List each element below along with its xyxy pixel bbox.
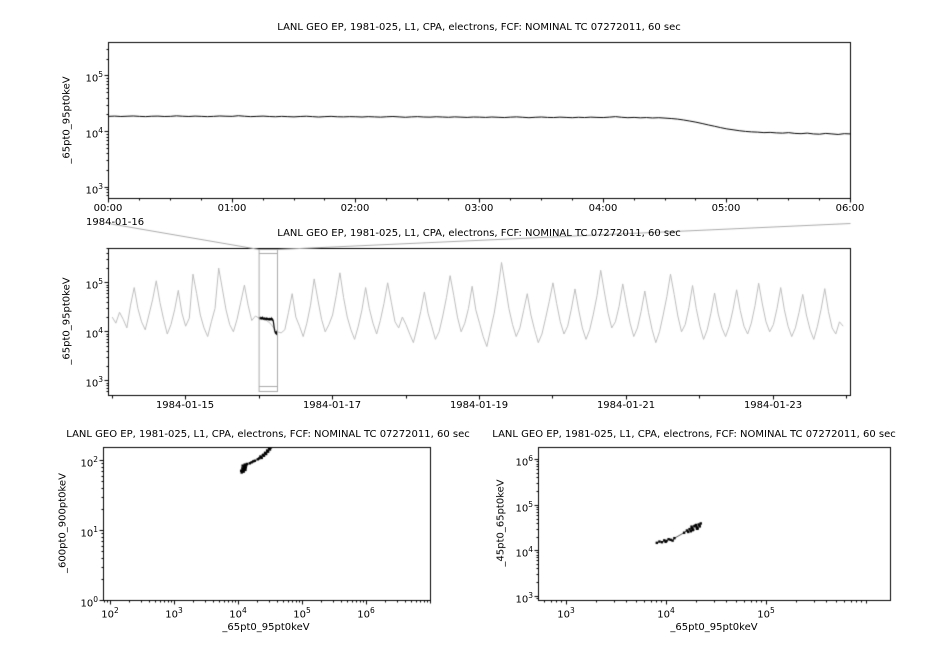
panel-scatter-right-xlabel: _65pt0_95pt0keV — [670, 622, 758, 633]
panel-scatter-left-ylabel: _600pt0_900pt0keV — [57, 473, 69, 573]
panel-context-ylabel: _65pt0_95pt0keV — [61, 277, 73, 365]
panel-scatter-right-ylabel: _45pt0_65pt0keV — [495, 479, 507, 567]
panel-context-title: LANL GEO EP, 1981-025, L1, CPA, electron… — [277, 228, 681, 239]
panel-top-start-date: 1984-01-16 — [86, 217, 145, 228]
panel-top-ylabel: _65pt0_95pt0keV — [61, 76, 73, 164]
panel-scatter-left-title: LANL GEO EP, 1981-025, L1, CPA, electron… — [66, 429, 470, 440]
panel-scatter-left-xlabel: _65pt0_95pt0keV — [222, 622, 310, 633]
panel-top-title: LANL GEO EP, 1981-025, L1, CPA, electron… — [277, 22, 681, 33]
panel-scatter-right-title: LANL GEO EP, 1981-025, L1, CPA, electron… — [492, 429, 896, 440]
